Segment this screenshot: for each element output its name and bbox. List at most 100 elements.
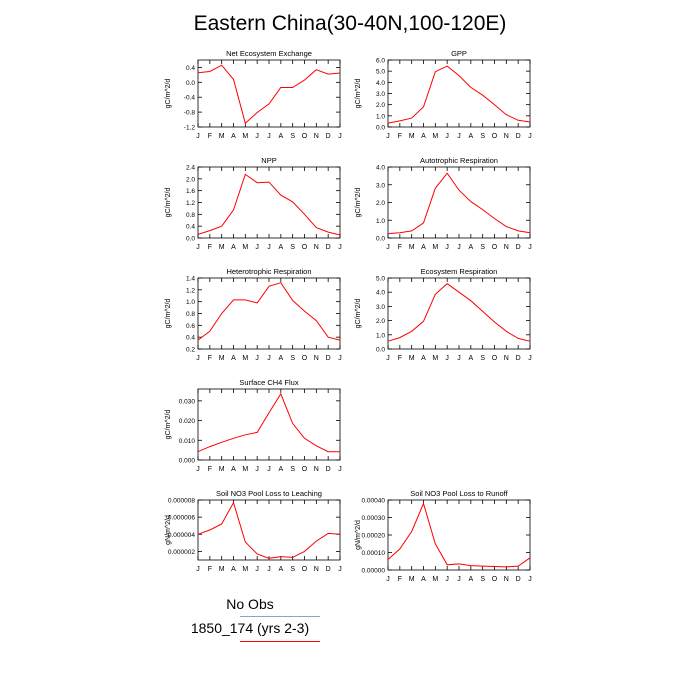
x-tick-label: F — [208, 133, 212, 140]
y-axis-label: gC/m^2/d — [355, 299, 362, 329]
y-tick-label: 2.0 — [186, 176, 195, 183]
x-tick-label: F — [208, 244, 212, 251]
x-tick-label: A — [278, 133, 283, 140]
series-line — [387, 502, 531, 568]
x-tick-label: A — [231, 566, 236, 573]
chart-title: Soil NO3 Pool Loss to Runoff — [410, 489, 508, 498]
y-axis-label: gC/m^2/d — [355, 188, 362, 218]
x-tick-label: A — [421, 576, 426, 583]
x-tick-label: J — [255, 466, 259, 473]
chart-title: Heterotrophic Respiration — [226, 267, 311, 276]
plot-frame — [387, 59, 531, 128]
x-tick-label: S — [290, 355, 295, 362]
x-tick-label: A — [231, 244, 236, 251]
x-tick-label: J — [457, 576, 461, 583]
x-tick-label: M — [242, 566, 248, 573]
x-tick-label: N — [314, 466, 319, 473]
x-tick-label: D — [516, 244, 521, 251]
y-tick-label: 0.00020 — [362, 533, 386, 540]
x-tick-label: M — [409, 133, 415, 140]
y-tick-label: 0.000002 — [168, 549, 195, 556]
x-tick-label: S — [290, 566, 295, 573]
y-tick-label: 0.4 — [186, 335, 195, 342]
x-tick-label: J — [267, 133, 271, 140]
y-tick-label: 2.4 — [186, 165, 195, 172]
y-tick-label: 0.020 — [179, 418, 196, 425]
y-tick-label: 3.0 — [376, 91, 385, 98]
y-tick-label: 3.0 — [376, 304, 385, 311]
x-tick-label: S — [290, 133, 295, 140]
x-tick-label: J — [445, 576, 449, 583]
y-tick-label: 0.0 — [186, 80, 195, 87]
x-tick-label: M — [409, 576, 415, 583]
x-tick-label: O — [492, 133, 498, 140]
x-tick-label: D — [326, 133, 331, 140]
series-line — [387, 283, 531, 342]
y-tick-label: 0.0 — [376, 125, 385, 132]
series-line — [197, 173, 341, 236]
x-tick-label: D — [326, 566, 331, 573]
x-tick-label: J — [457, 244, 461, 251]
y-axis-label: gN/m^2/d — [165, 515, 172, 545]
x-tick-label: J — [267, 566, 271, 573]
y-tick-label: 1.4 — [186, 276, 195, 283]
x-tick-label: J — [196, 355, 200, 362]
x-tick-label: J — [457, 355, 461, 362]
x-tick-label: J — [386, 133, 390, 140]
y-tick-label: 2.0 — [376, 102, 385, 109]
x-tick-label: J — [445, 355, 449, 362]
legend-label-no-obs: No Obs — [226, 596, 274, 612]
y-tick-label: 3.0 — [376, 182, 385, 189]
plot-frame — [387, 277, 531, 350]
x-tick-label: J — [255, 244, 259, 251]
chart-title: Surface CH4 Flux — [239, 378, 298, 387]
series-line — [197, 64, 341, 125]
x-tick-label: J — [338, 244, 342, 251]
y-tick-label: 1.2 — [186, 200, 195, 207]
y-tick-label: 0.0 — [186, 236, 195, 243]
x-tick-label: J — [196, 566, 200, 573]
x-tick-label: A — [468, 355, 473, 362]
x-tick-label: J — [255, 566, 259, 573]
y-tick-label: 0.00030 — [362, 515, 386, 522]
y-tick-label: -1.2 — [184, 125, 196, 132]
series-line — [197, 501, 341, 559]
x-tick-label: J — [528, 576, 532, 583]
x-tick-label: M — [242, 244, 248, 251]
x-tick-label: J — [528, 355, 532, 362]
x-tick-label: S — [480, 355, 485, 362]
x-tick-label: F — [208, 355, 212, 362]
x-tick-label: M — [219, 466, 225, 473]
series-line — [197, 392, 340, 453]
y-tick-label: 1.0 — [376, 332, 385, 339]
x-tick-label: M — [409, 244, 415, 251]
plot-frame — [197, 277, 341, 350]
x-tick-label: A — [278, 566, 283, 573]
y-tick-label: 0.030 — [179, 398, 196, 405]
y-tick-label: 0.00000 — [362, 568, 386, 575]
x-tick-label: F — [398, 244, 402, 251]
x-tick-label: J — [267, 466, 271, 473]
y-tick-label: 0.6 — [186, 323, 195, 330]
series-line — [387, 65, 531, 124]
chart-title: Ecosystem Respiration — [421, 267, 498, 276]
page-title: Eastern China(30-40N,100-120E) — [193, 12, 507, 35]
y-tick-label: 0.00010 — [362, 550, 386, 557]
x-tick-label: O — [302, 566, 308, 573]
plot-frame — [197, 59, 341, 128]
y-axis-label: gC/m^2/d — [355, 79, 362, 109]
x-tick-label: N — [314, 244, 319, 251]
x-tick-label: J — [338, 466, 342, 473]
x-tick-label: M — [219, 355, 225, 362]
x-tick-label: M — [219, 133, 225, 140]
x-tick-label: D — [516, 355, 521, 362]
x-tick-label: A — [468, 244, 473, 251]
x-tick-label: O — [302, 244, 308, 251]
x-tick-label: M — [242, 133, 248, 140]
x-tick-label: O — [302, 133, 308, 140]
chart-title: Soil NO3 Pool Loss to Leaching — [216, 489, 322, 498]
y-tick-label: 0.8 — [186, 212, 195, 219]
x-tick-label: A — [421, 244, 426, 251]
x-tick-label: M — [409, 355, 415, 362]
